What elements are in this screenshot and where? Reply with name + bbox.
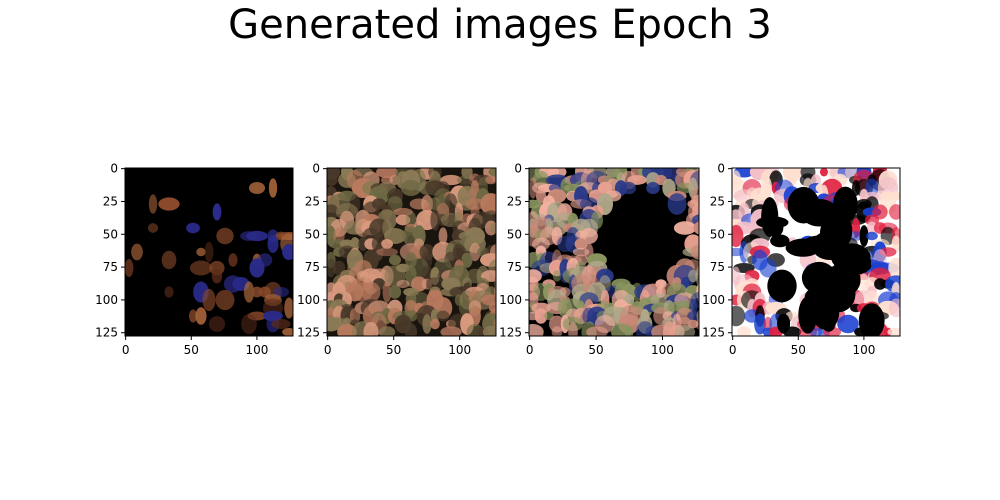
- image-panel-1: 0 50 100 0 25 50 75 100 125: [95, 162, 294, 357]
- axes-frame: [731, 167, 901, 337]
- y-tick-label: 100: [702, 293, 725, 307]
- y-tick-label: 50: [305, 227, 320, 241]
- generated-image-1: [125, 168, 293, 336]
- y-tick-label: 75: [305, 260, 320, 274]
- y-tick-label: 125: [499, 326, 522, 340]
- x-tick-label: 100: [245, 343, 268, 357]
- image-panel-4: 0 50 100 0 25 50 75 100 125: [702, 162, 901, 357]
- figure-title: Generated images Epoch 3: [228, 2, 772, 48]
- y-tick-label: 0: [514, 162, 522, 176]
- y-tick-label: 125: [95, 326, 118, 340]
- generated-image-2: [327, 168, 496, 336]
- y-tick-label: 75: [507, 260, 522, 274]
- x-tick-label: 100: [448, 343, 471, 357]
- y-tick-label: 50: [103, 227, 118, 241]
- x-tick-label: 100: [852, 343, 875, 357]
- y-tick-label: 0: [110, 162, 118, 176]
- axes-frame: [124, 167, 294, 337]
- x-tick-label: 50: [184, 343, 199, 357]
- y-tick-label: 100: [297, 293, 320, 307]
- axes-frame: [528, 167, 700, 337]
- y-tick-label: 100: [95, 293, 118, 307]
- y-tick-label: 100: [499, 293, 522, 307]
- y-tick-label: 0: [312, 162, 320, 176]
- y-tick-label: 125: [702, 326, 725, 340]
- image-panel-2: 0 50 100 0 25 50 75 100 125: [297, 162, 497, 357]
- x-tick-label: 0: [729, 343, 737, 357]
- y-tick-label: 125: [297, 326, 320, 340]
- y-tick-label: 25: [305, 194, 320, 208]
- x-tick-label: 50: [386, 343, 401, 357]
- generated-image-4: [732, 168, 900, 336]
- y-tick-label: 0: [717, 162, 725, 176]
- y-tick-label: 25: [710, 194, 725, 208]
- x-tick-label: 0: [122, 343, 130, 357]
- y-tick-label: 75: [103, 260, 118, 274]
- x-tick-label: 50: [791, 343, 806, 357]
- x-tick-label: 50: [588, 343, 603, 357]
- y-tick-label: 50: [710, 227, 725, 241]
- generated-image-3: [529, 168, 699, 336]
- image-panel-3: 0 50 100 0 25 50 75 100 125: [499, 162, 700, 357]
- axes-frame: [326, 167, 497, 337]
- x-tick-label: 0: [526, 343, 534, 357]
- y-tick-label: 25: [103, 194, 118, 208]
- y-tick-label: 25: [507, 194, 522, 208]
- x-tick-label: 0: [324, 343, 332, 357]
- x-tick-label: 100: [651, 343, 674, 357]
- y-tick-label: 50: [507, 227, 522, 241]
- y-tick-label: 75: [710, 260, 725, 274]
